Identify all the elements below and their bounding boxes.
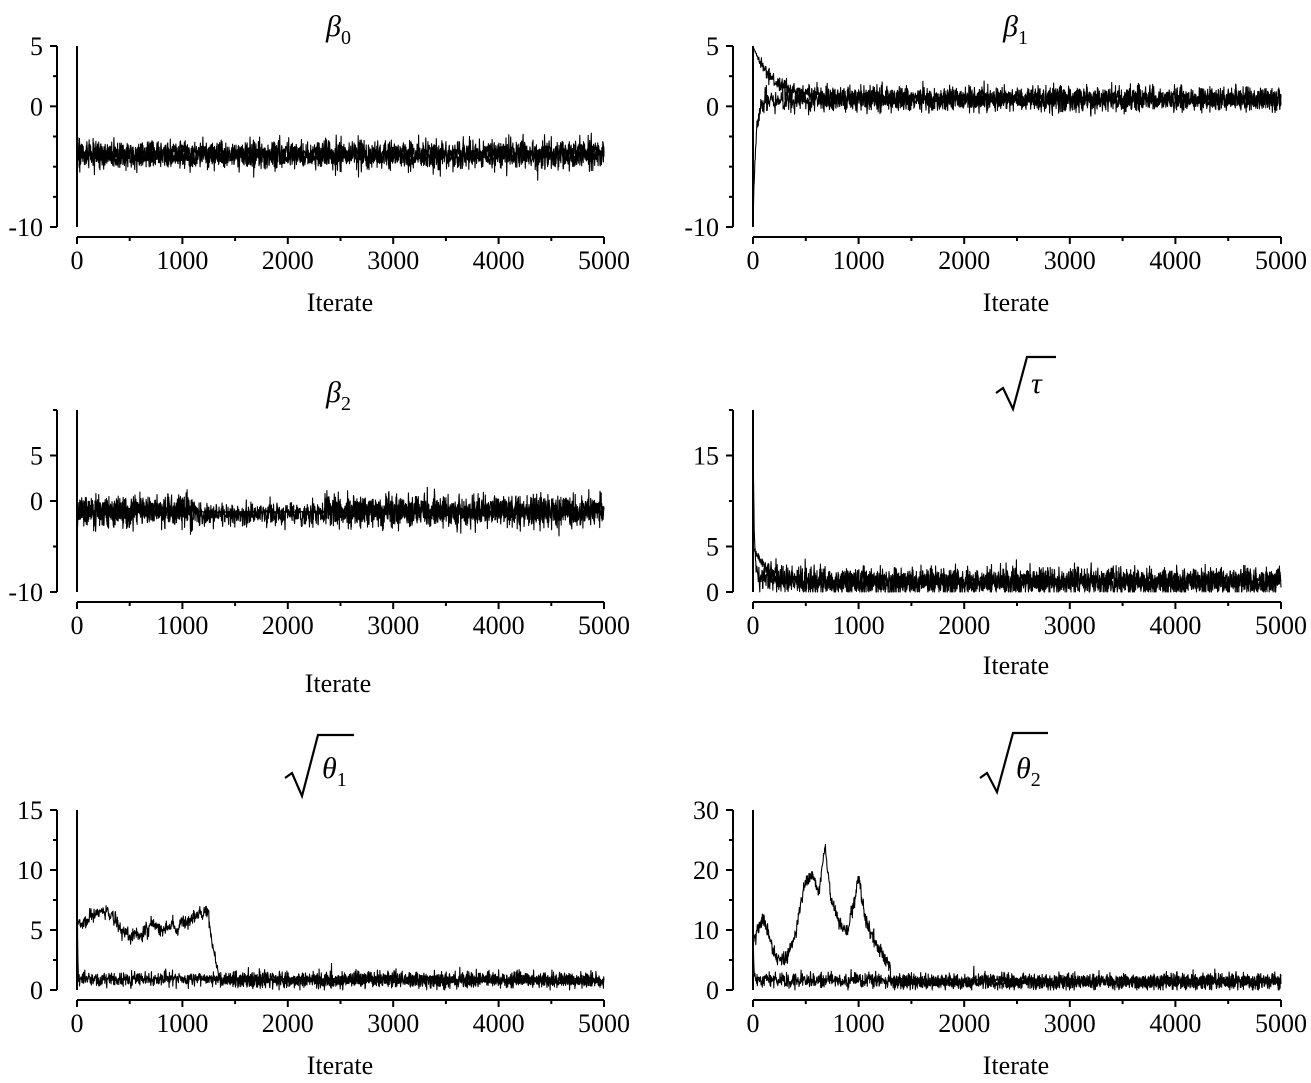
trace-series-2 — [76, 486, 605, 537]
panel-beta1: β1 -10 0 5 0 1000 2000 3000 4000 5000 Iterate — [684, 10, 1307, 317]
trace-series-1 — [76, 809, 605, 991]
y-tick-label: 5 — [30, 442, 43, 471]
trace-series-2 — [76, 132, 605, 178]
x-tick-label: 1000 — [833, 611, 885, 640]
axes-sqrt-theta1: 0 5 10 15 0 1000 2000 3000 4000 5000 — [17, 796, 630, 1038]
x-tick-label: 0 — [71, 246, 84, 275]
trace-series-2 — [76, 905, 605, 991]
axes-sqrt-tau: 0 5 15 0 1000 2000 3000 4000 5000 — [693, 409, 1307, 640]
x-tick-label: 3000 — [367, 611, 419, 640]
axes-beta2: -10 0 5 0 1000 2000 3000 4000 5000 — [8, 409, 630, 640]
panel-beta0: β0 -10 0 5 0 1000 2000 3000 4000 5000 Iterate — [8, 10, 630, 317]
x-tick-label: 4000 — [1149, 1009, 1201, 1038]
x-tick-label: 3000 — [1044, 611, 1096, 640]
axes-beta0: -10 0 5 0 1000 2000 3000 4000 5000 — [8, 32, 630, 275]
panel-sqrt-tau: τ 0 5 15 0 1000 2000 3000 4000 5000 Iterate — [693, 355, 1307, 680]
x-tick-label: 0 — [747, 1009, 760, 1038]
y-tick-label: 5 — [30, 916, 43, 945]
y-tick-label: -10 — [8, 213, 43, 242]
x-tick-label: 5000 — [578, 246, 630, 275]
x-tick-label: 0 — [71, 1009, 84, 1038]
x-tick-label: 1000 — [156, 1009, 208, 1038]
x-tick-label: 3000 — [367, 246, 419, 275]
x-tick-label: 5000 — [1255, 246, 1307, 275]
sqrt-symbol-theta1 — [284, 733, 354, 800]
x-tick-label: 0 — [71, 611, 84, 640]
y-tick-label: 30 — [693, 796, 719, 825]
x-tick-label: 2000 — [262, 1009, 314, 1038]
panel-sqrt-theta2: θ2 0 10 20 30 0 1000 2000 3000 4000 5000 Iterate — [693, 731, 1307, 1080]
x-tick-label: 3000 — [1044, 246, 1096, 275]
y-tick-label: 0 — [30, 92, 43, 121]
x-tick-label: 2000 — [938, 611, 990, 640]
trace-series-2 — [752, 843, 1282, 991]
y-tick-label: 5 — [706, 32, 719, 61]
x-tick-label: 1000 — [156, 611, 208, 640]
x-tick-label: 2000 — [262, 611, 314, 640]
y-tick-label: 0 — [30, 487, 43, 516]
y-tick-label: 0 — [706, 92, 719, 121]
x-tick-label: 4000 — [1149, 611, 1201, 640]
x-axis-label-sqrt-tau: Iterate — [983, 651, 1049, 680]
x-tick-label: 2000 — [262, 246, 314, 275]
x-tick-label: 0 — [747, 611, 760, 640]
panel-title-beta2: β2 — [325, 376, 351, 415]
sqrt-symbol-tau — [995, 355, 1056, 413]
panel-title-beta0: β0 — [325, 10, 351, 49]
x-tick-label: 2000 — [938, 246, 990, 275]
y-tick-label: -10 — [8, 578, 43, 607]
x-axis-label-sqrt-theta1: Iterate — [307, 1051, 373, 1080]
panel-title-sqrt-theta2: θ2 — [1016, 752, 1041, 791]
y-tick-label: 15 — [17, 796, 43, 825]
trace-series-1 — [752, 428, 1282, 593]
y-tick-label: 0 — [30, 976, 43, 1005]
x-tick-label: 4000 — [473, 611, 525, 640]
y-tick-label: 10 — [17, 856, 43, 885]
x-tick-label: 4000 — [473, 246, 525, 275]
axes-beta1: -10 0 5 0 1000 2000 3000 4000 5000 — [684, 32, 1307, 275]
y-tick-label: 20 — [693, 856, 719, 885]
x-tick-label: 1000 — [156, 246, 208, 275]
x-tick-label: 5000 — [578, 1009, 630, 1038]
y-tick-label: 10 — [693, 916, 719, 945]
x-axis-label-beta1: Iterate — [983, 288, 1049, 317]
x-axis-label-beta0: Iterate — [307, 288, 373, 317]
x-tick-label: 3000 — [367, 1009, 419, 1038]
x-tick-label: 3000 — [1044, 1009, 1096, 1038]
x-tick-label: 2000 — [938, 1009, 990, 1038]
panel-title-beta1: β1 — [1002, 10, 1028, 49]
trace-series-2 — [752, 546, 1282, 593]
y-tick-label: 0 — [706, 976, 719, 1005]
y-tick-label: 5 — [706, 533, 719, 562]
x-tick-label: 4000 — [1149, 246, 1201, 275]
panel-title-sqrt-theta1: θ1 — [322, 752, 347, 791]
panel-beta2: β2 -10 0 5 0 1000 2000 3000 4000 5000 Iterate — [8, 376, 630, 698]
x-tick-label: 5000 — [1255, 1009, 1307, 1038]
x-tick-label: 1000 — [833, 246, 885, 275]
trace-series-2 — [752, 82, 1282, 228]
y-tick-label: 0 — [706, 578, 719, 607]
y-tick-label: 15 — [693, 442, 719, 471]
x-tick-label: 5000 — [1255, 611, 1307, 640]
panel-sqrt-theta1: θ1 0 5 10 15 0 1000 2000 3000 4000 5000 Iterate — [17, 733, 630, 1080]
x-tick-label: 1000 — [833, 1009, 885, 1038]
panel-title-sqrt-tau: τ — [1031, 367, 1043, 400]
y-tick-label: 5 — [30, 32, 43, 61]
x-axis-label-beta2: Iterate — [305, 669, 371, 698]
x-tick-label: 0 — [747, 246, 760, 275]
y-tick-label: -10 — [684, 213, 719, 242]
x-axis-label-sqrt-theta2: Iterate — [983, 1051, 1049, 1080]
x-tick-label: 4000 — [473, 1009, 525, 1038]
axes-sqrt-theta2: 0 10 20 30 0 1000 2000 3000 4000 5000 — [693, 796, 1307, 1038]
x-tick-label: 5000 — [578, 611, 630, 640]
sqrt-symbol-theta2 — [979, 731, 1048, 795]
